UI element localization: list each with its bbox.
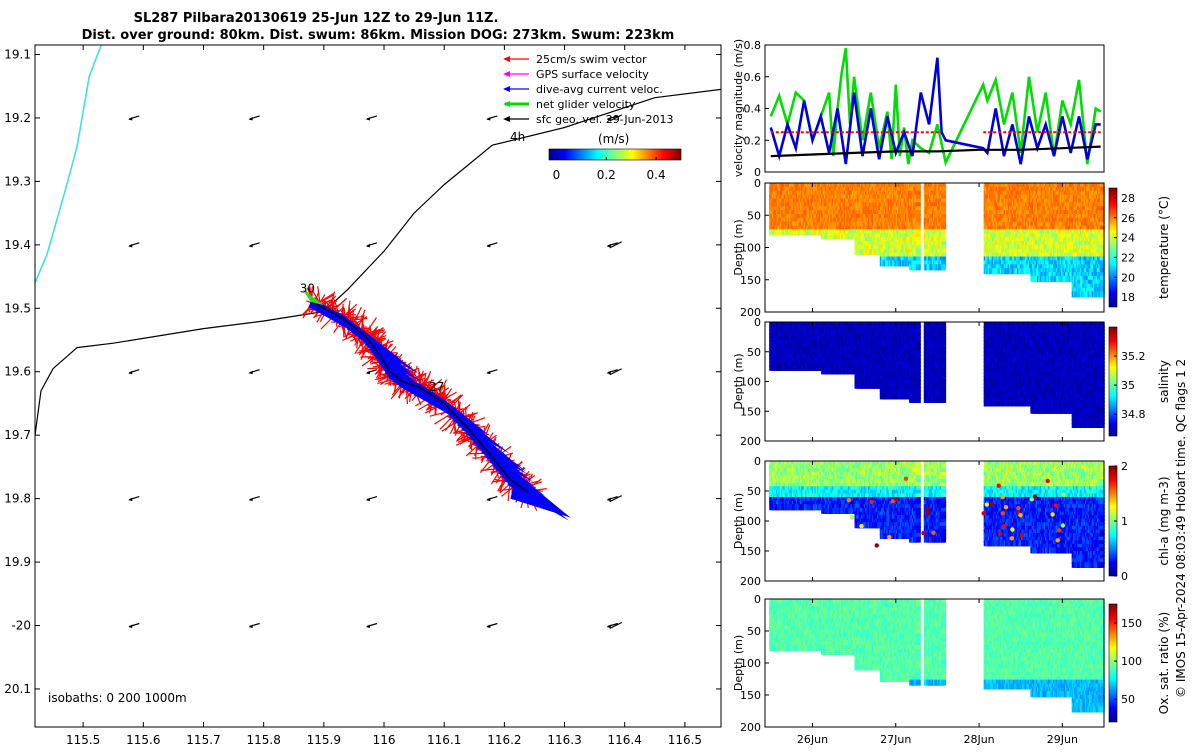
current-arrow-head xyxy=(128,117,132,121)
current-arrow-head xyxy=(486,498,490,502)
map-x-tick-label: 115.6 xyxy=(126,733,160,747)
current-arrow-head xyxy=(366,498,370,502)
current-arrow-head xyxy=(249,244,253,248)
map-annotation: 30 xyxy=(300,281,315,295)
colorbar-tick-label: 0 xyxy=(553,168,561,182)
colorbar-bar xyxy=(549,149,681,160)
map-panel: 115.5 115.6 115.7 115.8 115.9 116 116.1 116.2 11… xyxy=(4,45,739,747)
map-x-tick-label: 116.2 xyxy=(487,733,521,747)
map-y-tick-label: 19.4 xyxy=(4,238,31,252)
velocity-y-tick-label: 0.8 xyxy=(744,39,762,52)
current-arrow-head xyxy=(249,371,253,375)
current-arrow-head xyxy=(607,624,611,628)
current-arrow-head xyxy=(607,498,611,502)
current-arrow-head xyxy=(486,624,490,628)
map-y-tick-label: 20.1 xyxy=(4,682,31,696)
current-arrow-head xyxy=(128,624,132,628)
current-arrow-head xyxy=(249,624,253,628)
title-line-2: Dist. over ground: 80km. Dist. swum: 86k… xyxy=(82,28,675,43)
isobaths-label: isobaths: 0 200 1000m xyxy=(48,691,187,705)
legend-extra-label: 4h xyxy=(510,130,525,144)
map-x-tick-label: 116 xyxy=(373,733,396,747)
colorbar-tick-label: 0.2 xyxy=(597,168,616,182)
map-y-tick-label: 19.3 xyxy=(4,174,31,188)
map-y-tick-label: 19.6 xyxy=(4,365,31,379)
colorbar-label: (m/s) xyxy=(598,132,629,146)
map-x-tick-label: 115.8 xyxy=(246,733,280,747)
current-arrow-head xyxy=(128,498,132,502)
current-arrow-head xyxy=(366,244,370,248)
title-line-1: SL287 Pilbara20130619 25-Jun 12Z to 29-J… xyxy=(134,11,499,26)
colorbar-tick-label: 0.4 xyxy=(647,168,666,182)
current-arrow-head xyxy=(366,371,370,375)
map-x-tick-label: 116.4 xyxy=(608,733,642,747)
current-arrow-head xyxy=(486,371,490,375)
current-arrow-head xyxy=(366,624,370,628)
legend-swatch-head xyxy=(503,101,510,107)
section-cell xyxy=(941,264,946,270)
map-y-tick-label: 19.9 xyxy=(4,555,31,569)
current-arrow-head xyxy=(128,244,132,248)
velocity-y-tick-label: 0.4 xyxy=(744,103,762,116)
legend-swatch-head xyxy=(503,116,510,122)
current-arrow-head xyxy=(607,244,611,248)
speed-colorbar: (m/s) 0 0.2 0.4 xyxy=(549,132,681,182)
current-arrow-head xyxy=(249,498,253,502)
section-cell xyxy=(916,264,921,270)
legend-swatch-head xyxy=(503,56,510,62)
velocity-ylabel: velocity magnitude (m/s) xyxy=(732,39,745,177)
velocity-series-line xyxy=(771,147,1101,157)
map-x-tick-label: 115.5 xyxy=(66,733,100,747)
map-y-tick-label: 19.2 xyxy=(4,111,31,125)
velocity-y-tick-label: 0.6 xyxy=(744,71,762,84)
map-y-tick-label: 19.5 xyxy=(4,301,31,315)
legend-swatch-head xyxy=(503,71,510,77)
current-arrow-head xyxy=(128,371,132,375)
map-x-tick-label: 116.3 xyxy=(547,733,581,747)
map-x-tick-label: 116.1 xyxy=(427,733,461,747)
coastline xyxy=(35,45,101,283)
legend-label: sfc geo. vel. 29-Jun-2013 xyxy=(536,113,673,126)
legend-label: GPS surface velocity xyxy=(536,68,649,81)
current-arrow-head xyxy=(607,371,611,375)
map-x-tick-label: 116.5 xyxy=(668,733,702,747)
map-y-tick-label: 19.1 xyxy=(4,48,31,62)
map-y-tick-label: 19.7 xyxy=(4,428,31,442)
colorbar-ticks: 0 0.2 0.4 xyxy=(553,157,666,182)
current-arrow-head xyxy=(366,117,370,121)
velocity-y-tick-label: 0.2 xyxy=(744,134,762,147)
map-annotation: 27 xyxy=(429,380,444,394)
map-y-tick-label: 19.8 xyxy=(4,492,31,506)
map-y-tick-label: -20 xyxy=(11,618,31,632)
map-x-tick-label: 115.7 xyxy=(186,733,220,747)
legend-label: 25cm/s swim vector xyxy=(536,53,647,66)
legend-swatch-head xyxy=(503,86,510,92)
map-legend: 25cm/s swim vector GPS surface velocity di… xyxy=(503,53,673,126)
legend-label: dive-avg current veloc. xyxy=(536,83,663,96)
map-x-tick-label: 115.9 xyxy=(307,733,341,747)
current-arrow-head xyxy=(249,117,253,121)
legend-label: net glider velocity xyxy=(536,98,636,111)
current-arrow xyxy=(727,622,739,628)
current-arrow-head xyxy=(486,244,490,248)
current-arrow-head xyxy=(486,117,490,121)
